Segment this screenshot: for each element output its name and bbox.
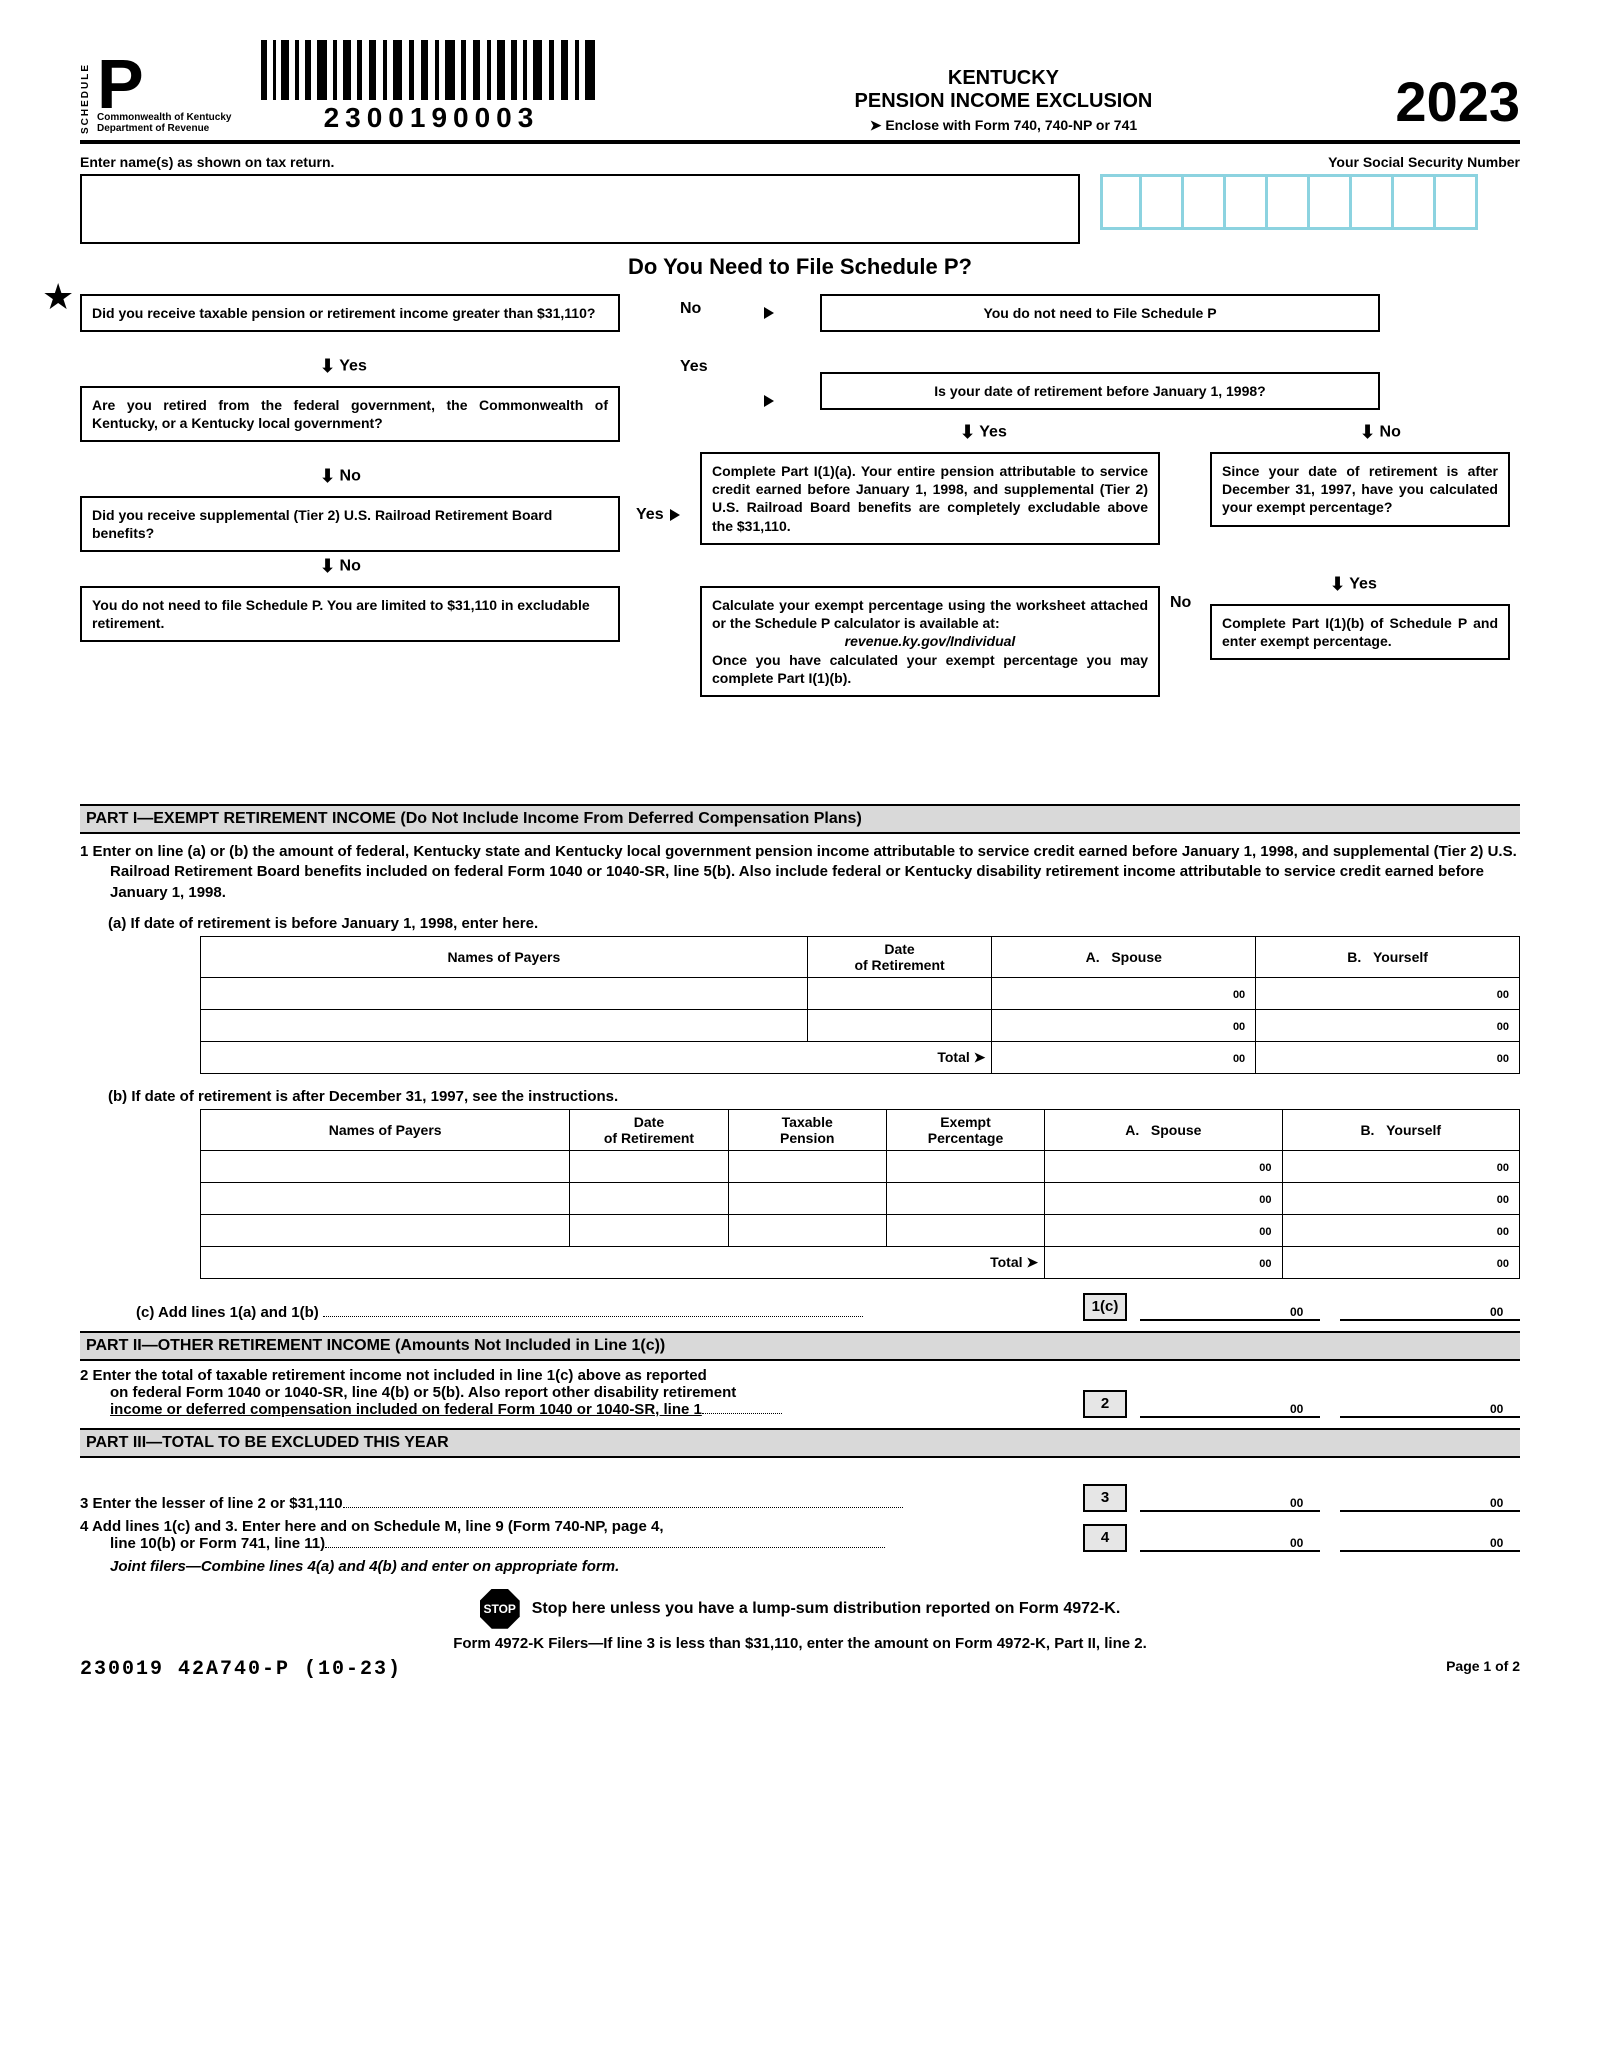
title-state: KENTUCKY	[631, 67, 1375, 90]
flow-r4: Calculate your exempt percentage using t…	[700, 586, 1160, 697]
footer-codes: 230019 42A740-P (10-23) Page 1 of 2	[80, 1658, 1520, 1681]
schedule-block: SCHEDULE P Commonwealth of Kentucky Depa…	[80, 56, 231, 134]
part1-header: PART I—EXEMPT RETIREMENT INCOME (Do Not …	[80, 804, 1520, 834]
barcode-icon	[261, 40, 601, 100]
title-form: PENSION INCOME EXCLUSION	[631, 90, 1375, 113]
tax-year: 2023	[1395, 69, 1520, 134]
flow-q4: You do not need to file Schedule P. You …	[80, 586, 620, 642]
part3-line4b: line 10(b) or Form 741, line 11)	[110, 1535, 325, 1552]
part1-a-label: (a) If date of retirement is before Janu…	[80, 911, 1520, 936]
part2-line2b: on federal Form 1040 or 1040-SR, line 4(…	[80, 1384, 1070, 1401]
ssn-boxes[interactable]	[1100, 174, 1520, 230]
flowchart: Did you receive taxable pension or retir…	[80, 294, 1520, 794]
part2-line2a: 2 Enter the total of taxable retirement …	[80, 1367, 1070, 1384]
amt-2-b[interactable]	[1340, 1416, 1490, 1418]
dept-line2: Department of Revenue	[97, 123, 231, 134]
footer-note: Form 4972-K Filers—If line 3 is less tha…	[80, 1635, 1520, 1652]
amt-1c-b[interactable]	[1340, 1319, 1490, 1321]
amt-3-a[interactable]	[1140, 1510, 1290, 1512]
flow-r2: Is your date of retirement before Januar…	[820, 372, 1380, 410]
tax-form-page: SCHEDULE P Commonwealth of Kentucky Depa…	[0, 0, 1600, 1721]
th-spouse: A. Spouse	[992, 936, 1256, 977]
flow-yes4: Yes	[636, 506, 680, 524]
table-1b: Names of Payers Date of Retirement Taxab…	[200, 1109, 1520, 1279]
form-code: 230019 42A740-P (10-23)	[80, 1658, 402, 1681]
flow-q3: Did you receive supplemental (Tier 2) U.…	[80, 496, 620, 552]
amt-4-a[interactable]	[1140, 1550, 1290, 1552]
schedule-word: SCHEDULE	[80, 63, 91, 134]
table-1a: Names of Payers Date of Retirement A. Sp…	[200, 936, 1520, 1074]
box-4: 4	[1083, 1524, 1127, 1552]
title-block: KENTUCKY PENSION INCOME EXCLUSION ➤ Encl…	[631, 67, 1375, 134]
box-3: 3	[1083, 1484, 1127, 1512]
total-label: Total ➤	[201, 1041, 992, 1073]
name-label: Enter name(s) as shown on tax return.	[80, 154, 1080, 170]
name-ssn-row: Enter name(s) as shown on tax return. Yo…	[80, 154, 1520, 244]
part3-line4a: 4 Add lines 1(c) and 3. Enter here and o…	[80, 1518, 1070, 1535]
stop-row: STOP Stop here unless you have a lump-su…	[80, 1589, 1520, 1629]
flow-q2: Are you retired from the federal governm…	[80, 386, 620, 442]
flow-r5: Since your date of retirement is after D…	[1210, 452, 1510, 527]
flowchart-title: Do You Need to File Schedule P?	[80, 254, 1520, 280]
flow-q1: Did you receive taxable pension or retir…	[80, 294, 620, 332]
part1-c-label: (c) Add lines 1(a) and 1(b)	[136, 1304, 319, 1321]
schedule-letter: P	[97, 56, 231, 112]
flow-no5: No	[1170, 594, 1191, 612]
ssn-label: Your Social Security Number	[1100, 154, 1520, 170]
stop-icon: STOP	[480, 1589, 520, 1629]
name-input-box[interactable]	[80, 174, 1080, 244]
flow-no1: No	[680, 300, 701, 318]
dept-line1: Commonwealth of Kentucky	[97, 112, 231, 123]
stop-text: Stop here unless you have a lump-sum dis…	[532, 1600, 1121, 1618]
flow-no4: ⬇ No	[320, 556, 361, 577]
part1-b-label: (b) If date of retirement is after Decem…	[80, 1084, 1520, 1109]
flow-no3: ⬇ No	[1360, 422, 1401, 443]
flow-r1: You do not need to File Schedule P	[820, 294, 1380, 332]
th-date: Date of Retirement	[807, 936, 992, 977]
amt-4-b[interactable]	[1340, 1550, 1490, 1552]
flow-yes2: Yes	[680, 358, 708, 376]
th-date-b: Date of Retirement	[570, 1109, 728, 1150]
joint-note: Joint filers—Combine lines 4(a) and 4(b)…	[80, 1558, 1520, 1575]
flow-no2: ⬇ No	[320, 466, 361, 487]
barcode-number: 2300190003	[251, 102, 611, 134]
form-header: SCHEDULE P Commonwealth of Kentucky Depa…	[80, 40, 1520, 144]
th-taxable: Taxable Pension	[728, 1109, 886, 1150]
barcode-block: 2300190003	[251, 40, 611, 134]
part2-line2c: income or deferred compensation included…	[110, 1401, 702, 1418]
part1-line1: 1 Enter on line (a) or (b) the amount of…	[80, 834, 1520, 911]
flow-yes1: ⬇ Yes	[320, 356, 367, 377]
flow-r6: Complete Part I(1)(b) of Schedule P and …	[1210, 604, 1510, 660]
th-yourself: B. Yourself	[1256, 936, 1520, 977]
page-number: Page 1 of 2	[1446, 1658, 1520, 1681]
part2-header: PART II—OTHER RETIREMENT INCOME (Amounts…	[80, 1331, 1520, 1361]
part3-line3: 3 Enter the lesser of line 2 or $31,110	[80, 1495, 343, 1512]
th-payers: Names of Payers	[201, 936, 808, 977]
box-1c: 1(c)	[1083, 1293, 1127, 1321]
amt-1c-a[interactable]	[1140, 1319, 1290, 1321]
flow-yes3: ⬇ Yes	[960, 422, 1007, 443]
th-payers-b: Names of Payers	[201, 1109, 570, 1150]
amt-3-b[interactable]	[1340, 1510, 1490, 1512]
part3-header: PART III—TOTAL TO BE EXCLUDED THIS YEAR	[80, 1428, 1520, 1458]
amt-2-a[interactable]	[1140, 1416, 1290, 1418]
enclose-note: ➤ Enclose with Form 740, 740-NP or 741	[631, 117, 1375, 134]
flow-r3: Complete Part I(1)(a). Your entire pensi…	[700, 452, 1160, 545]
box-2: 2	[1083, 1390, 1127, 1418]
flow-yes5: ⬇ Yes	[1330, 574, 1377, 595]
star-icon: ★	[42, 276, 74, 318]
cell[interactable]	[201, 977, 808, 1009]
th-exempt: Exempt Percentage	[886, 1109, 1044, 1150]
